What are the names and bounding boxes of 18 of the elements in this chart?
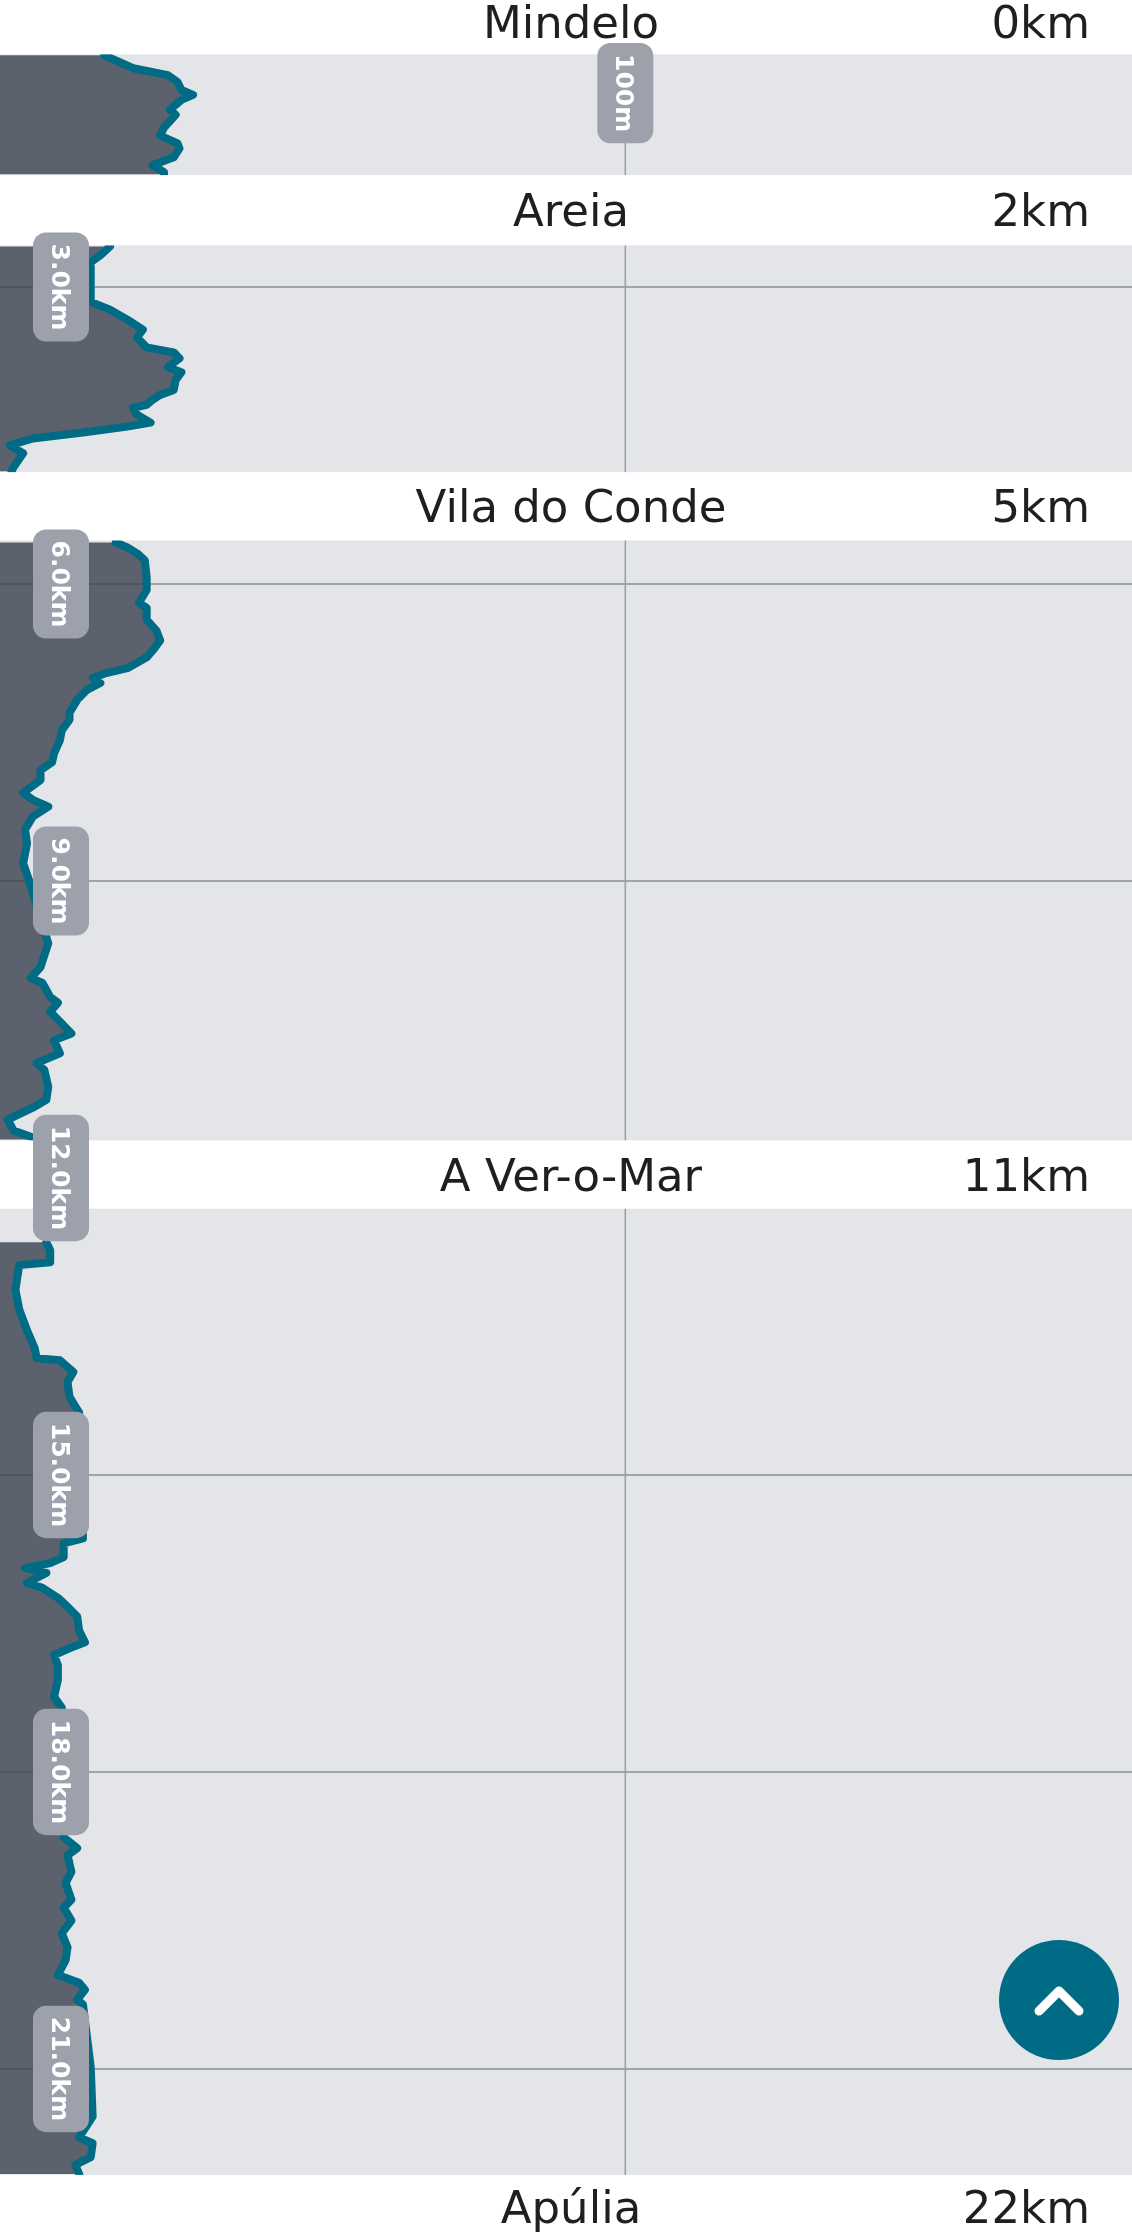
y-tick-label: 12.0km [46, 1125, 76, 1231]
y-tick-label: 6.0km [46, 540, 76, 628]
band-label: Mindelo [482, 0, 660, 50]
y-tick-label: 3.0km [46, 243, 76, 331]
y-tick-label: 9.0km [46, 837, 76, 925]
text: 22km [962, 2180, 1090, 2234]
text: 2km [991, 184, 1090, 238]
ref-line-label: 100m [610, 53, 640, 133]
y-tick-label: 15.0km [46, 1422, 76, 1528]
text: 0km [991, 0, 1090, 50]
text: 11km [962, 1148, 1090, 1202]
text: 5km [991, 480, 1090, 534]
band-label: Vila do Conde [415, 480, 727, 534]
y-tick-label: 18.0km [46, 1719, 76, 1825]
y-tick-label: 21.0km [46, 2016, 76, 2122]
band-label: A Ver-o-Mar [439, 1148, 703, 1202]
band-label: Areia [512, 184, 630, 238]
band-label: Apúlia [500, 2180, 642, 2234]
